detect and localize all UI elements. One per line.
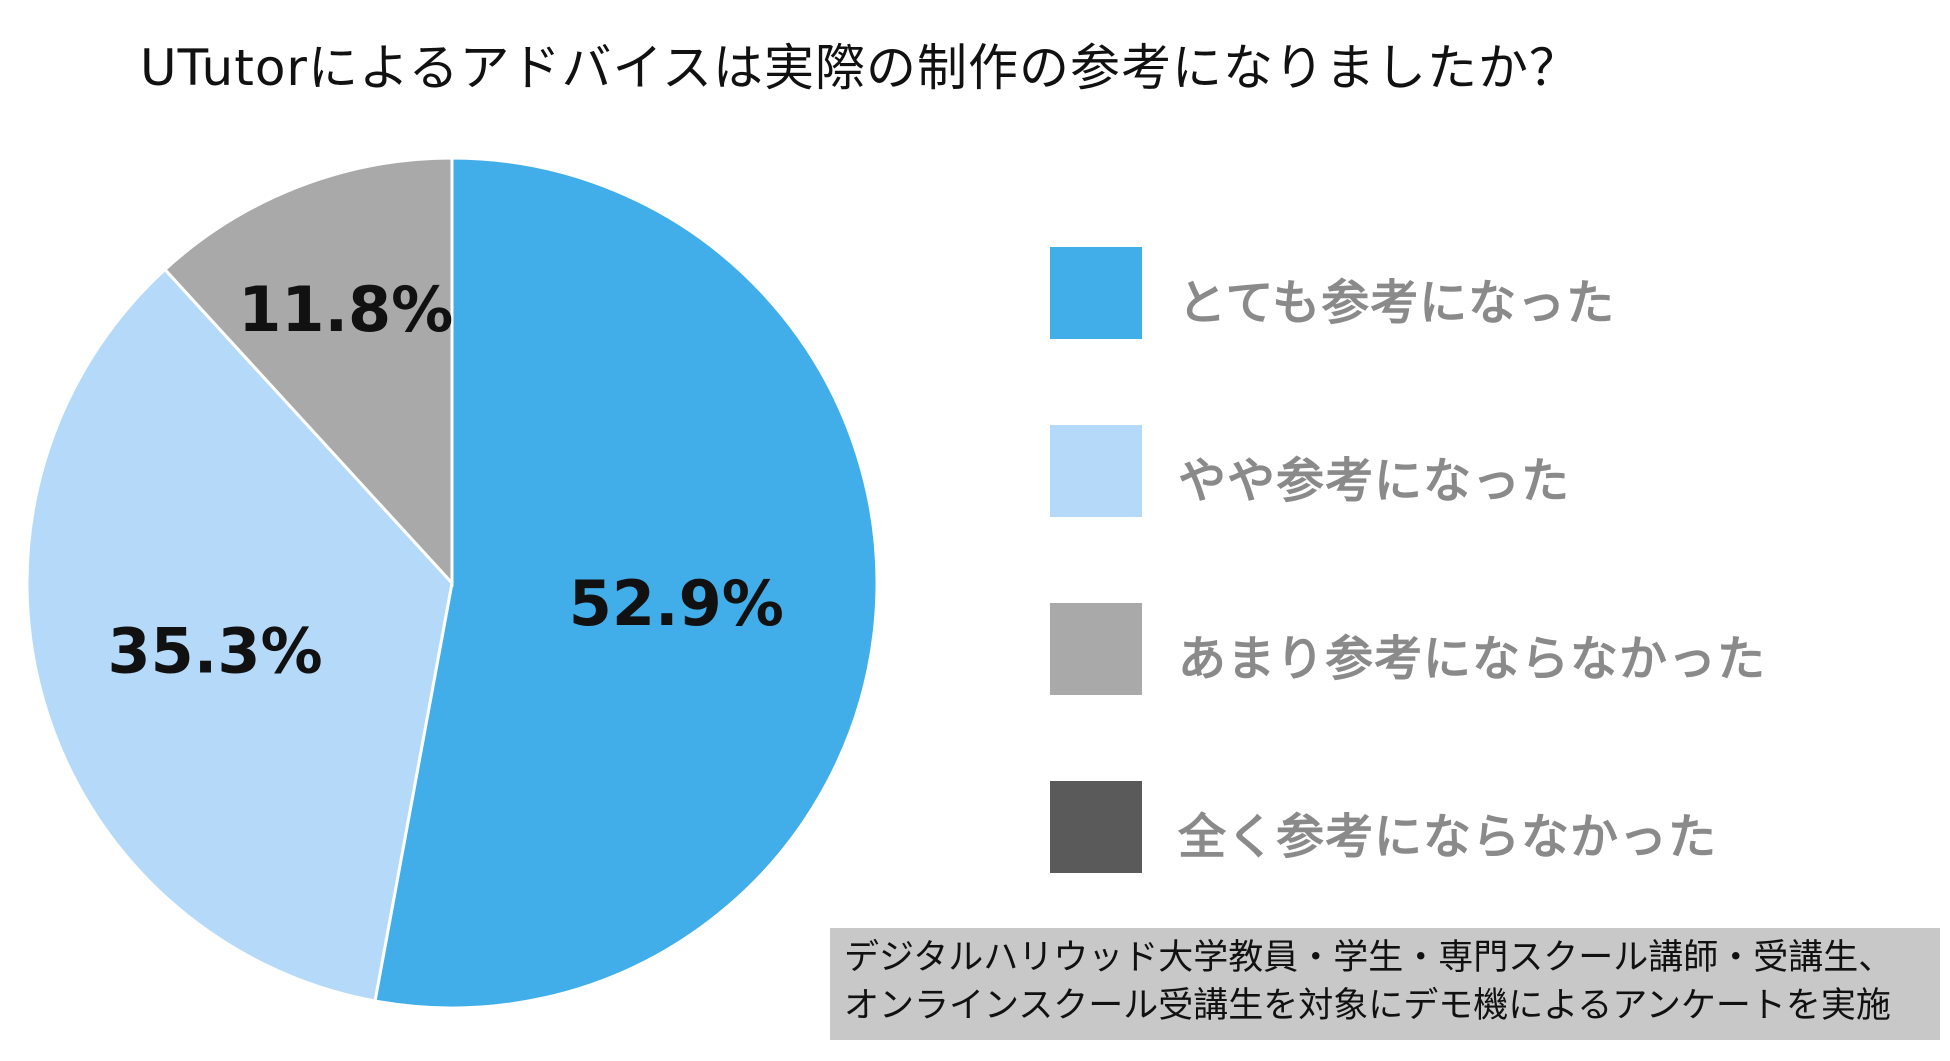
legend-label: とても参考になった [1178,275,1616,331]
chart-title: UTutorによるアドバイスは実際の制作の参考になりましたか？ [140,39,1580,97]
legend-item-not-helpful-at-all: 全く参考にならなかった [1050,781,1850,873]
legend-label: 全く参考にならなかった [1178,809,1718,865]
pie-slice-somewhat-helpful [25,267,454,1003]
data-label-very-helpful: 52.9% [569,567,784,640]
pie-slice-not-very-helpful [162,156,454,587]
legend-swatch [1050,247,1142,339]
legend-item-not-very-helpful: あまり参考にならなかった [1050,603,1850,695]
legend-label: やや参考になった [1178,453,1571,509]
legend-item-very-helpful: とても参考になった [1050,247,1850,339]
legend-swatch [1050,603,1142,695]
note-line: デジタルハリウッド大学教員・学生・専門スクール講師・受講生、 [844,938,1894,978]
note-line: オンラインスクール受講生を対象にデモ機によるアンケートを実施 [844,986,1891,1026]
legend-swatch [1050,781,1142,873]
legend-label: あまり参考にならなかった [1178,631,1767,687]
survey-note: デジタルハリウッド大学教員・学生・専門スクール講師・受講生、 オンラインスクール… [830,928,1940,1040]
legend-item-somewhat-helpful: やや参考になった [1050,425,1850,517]
data-label-somewhat-helpful: 35.3% [108,615,323,688]
pie-slice-very-helpful [373,156,879,1010]
legend-swatch [1050,425,1142,517]
data-label-not-very-helpful: 11.8% [238,273,453,346]
